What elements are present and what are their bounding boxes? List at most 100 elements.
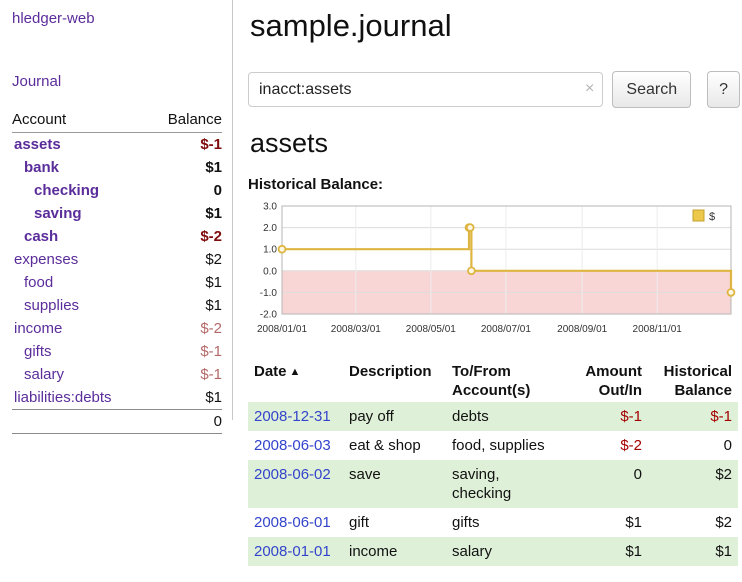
account-link[interactable]: assets [14,136,61,153]
column-header-description: Description [343,360,446,402]
account-row: checking 0 [12,179,222,202]
svg-text:2008/03/01: 2008/03/01 [331,324,381,335]
svg-text:2008/01/01: 2008/01/01 [257,324,307,335]
transaction-accounts: gifts [452,514,480,531]
account-balance: $-2 [200,320,222,337]
account-balance: $1 [205,205,222,222]
balance-column-header: Balance [147,108,222,133]
chart-container: $ -2.0 -1.0 0.0 1.0 2.0 3.0 2008/01/01 2008/03/0… [248,198,740,346]
transaction-amount: $-2 [620,437,642,454]
transaction-description: save [349,466,381,483]
account-link[interactable]: supplies [24,297,80,314]
transaction-accounts: salary [452,543,493,560]
account-link[interactable]: checking [34,182,100,199]
svg-text:1.0: 1.0 [263,245,277,256]
transaction-amount: $1 [625,543,642,560]
svg-text:2.0: 2.0 [263,223,277,234]
svg-text:3.0: 3.0 [263,202,277,213]
transaction-balance: $1 [715,543,732,560]
column-header-tofrom: To/From Account(s) [446,360,568,402]
transaction-date-link[interactable]: 2008-01-01 [254,543,331,560]
account-balance: $-1 [200,343,222,360]
transaction-description: pay off [349,408,394,425]
column-header-date[interactable]: Date ▲ [248,360,343,402]
account-column-header: Account [12,108,148,133]
account-heading: assets [250,128,329,158]
sidebar: hledger-web Journal Account Balance asse… [0,0,233,434]
account-row: gifts $-1 [12,340,222,363]
svg-text:$: $ [709,211,715,223]
column-header-line2: Account(s) [452,382,531,399]
account-link[interactable]: liabilities:debts [14,389,112,406]
transaction-date-link[interactable]: 2008-06-03 [254,437,331,454]
account-row: salary $-1 [12,363,222,386]
register-row: 2008-06-02 save saving, checking 0 $2 [248,460,738,508]
account-balance: 0 [213,182,222,199]
account-row: supplies $1 [12,294,222,317]
column-header-amount: Amount Out/In [568,360,648,402]
transaction-accounts: debts [452,408,489,425]
historical-balance-chart: $ -2.0 -1.0 0.0 1.0 2.0 3.0 2008/01/01 2008/03/0… [257,202,736,335]
svg-text:2008/11/01: 2008/11/01 [633,324,683,335]
transaction-amount: 0 [633,466,642,483]
account-link[interactable]: cash [24,228,59,245]
transaction-balance: $-1 [710,408,732,425]
account-link[interactable]: bank [24,159,60,176]
total-balance: 0 [147,409,222,434]
account-link[interactable]: gifts [24,343,52,360]
clear-search-icon[interactable]: × [585,80,595,97]
account-row: cash $-2 [12,225,222,248]
transaction-balance: $2 [715,514,732,531]
transaction-date-link[interactable]: 2008-06-01 [254,514,331,531]
column-header-historical: Historical Balance [648,360,738,402]
sort-ascending-icon: ▲ [289,366,301,378]
account-balance: $1 [205,274,222,291]
help-button[interactable]: ? [707,71,740,108]
column-header-line1: Date ▲ [254,363,301,380]
search-button[interactable]: Search [612,71,692,108]
column-header-line1: Historical [663,363,732,380]
svg-text:-2.0: -2.0 [260,310,278,321]
app-brand-link[interactable]: hledger-web [12,10,95,27]
account-balance: $1 [205,159,222,176]
svg-text:0.0: 0.0 [263,266,277,277]
search-bar: × Search ? [248,71,740,108]
account-row: bank $1 [12,156,222,179]
svg-text:2008/09/01: 2008/09/01 [557,324,607,335]
search-input[interactable] [248,72,604,107]
account-balance-table: Account Balance assets $-1 bank $1 checking 0… [12,108,222,434]
account-row: expenses $2 [12,248,222,271]
transaction-accounts: saving, checking [452,466,512,502]
main-content: sample.journal × Search ? assets Histori… [248,0,740,566]
account-balance: $-2 [200,228,222,245]
total-row: 0 [12,409,222,434]
transaction-balance: 0 [723,437,732,454]
total-spacer [12,409,148,434]
sidebar-item-journal[interactable]: Journal [12,73,62,90]
page-title: sample.journal [250,8,452,43]
account-balance: $1 [205,389,222,406]
transaction-amount: $1 [625,514,642,531]
account-link[interactable]: saving [34,205,82,222]
account-link[interactable]: food [24,274,54,291]
account-link[interactable]: expenses [14,251,79,268]
transaction-date-link[interactable]: 2008-12-31 [254,408,331,425]
transaction-date-link[interactable]: 2008-06-02 [254,466,331,483]
transaction-description: gift [349,514,370,531]
account-link[interactable]: income [14,320,63,337]
search-box: × [248,72,604,107]
column-header-line1: Description [349,363,432,380]
account-link[interactable]: salary [24,366,65,383]
account-balance: $-1 [200,136,222,153]
svg-text:2008/07/01: 2008/07/01 [481,324,531,335]
column-header-line1: To/From [452,363,511,380]
column-header-line2: Balance [674,382,732,399]
svg-text:-1.0: -1.0 [260,288,278,299]
column-header-line1: Amount [585,363,642,380]
column-header-line2: Out/In [598,382,642,399]
svg-text:2008/05/01: 2008/05/01 [406,324,456,335]
register-row: 2008-01-01 income salary $1 $1 [248,537,738,566]
register-row: 2008-12-31 pay off debts $-1 $-1 [248,402,738,431]
account-table-header: Account Balance [12,108,222,133]
